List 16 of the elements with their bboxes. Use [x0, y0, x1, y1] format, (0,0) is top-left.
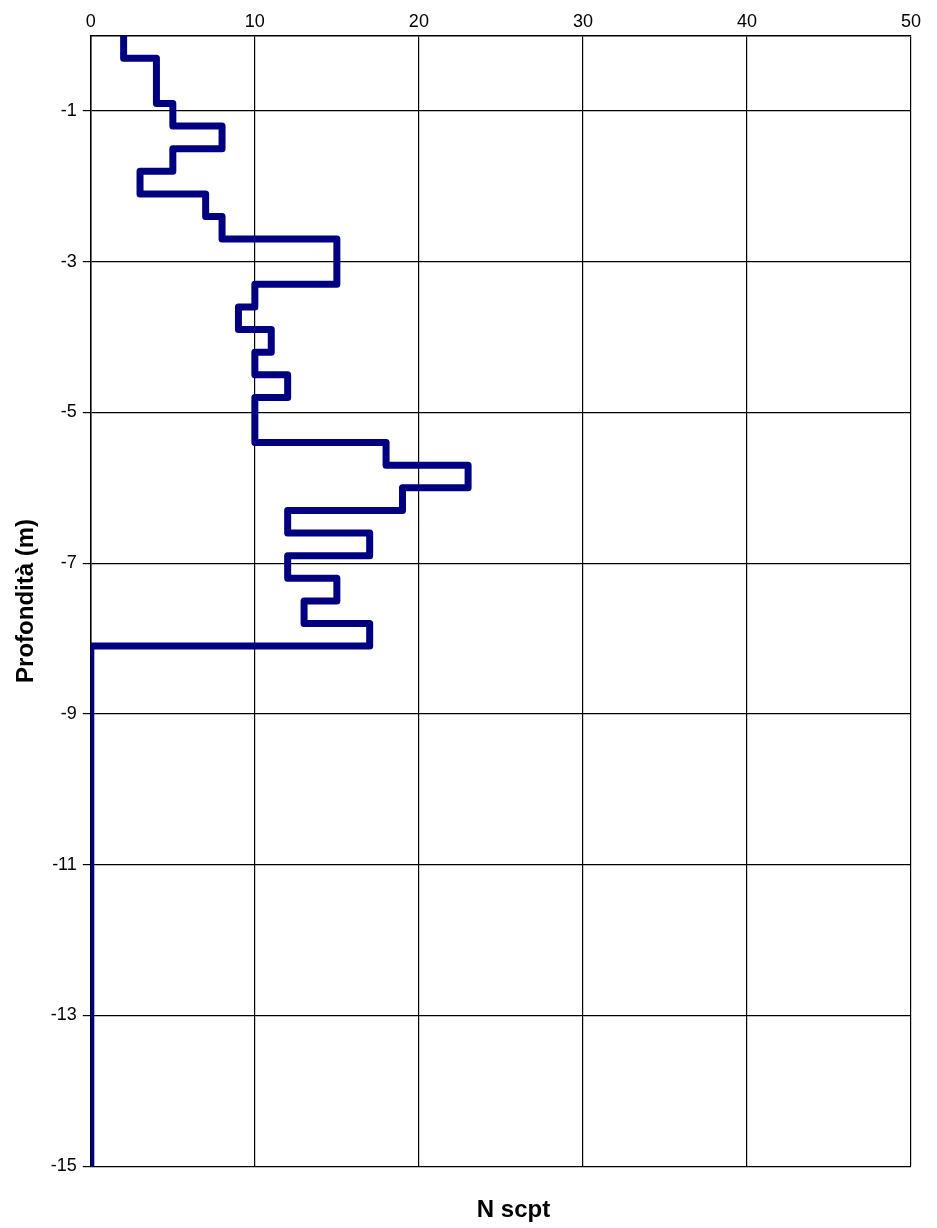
y-tick-label: -1: [60, 99, 77, 120]
y-axis-title: Profondità (m): [11, 518, 39, 683]
y-tick-label: -3: [60, 250, 77, 271]
x-tick-label: 50: [900, 10, 922, 31]
y-tick-label: -5: [60, 401, 77, 422]
y-tick-label: -7: [60, 552, 77, 573]
x-tick-label: 40: [736, 10, 757, 31]
x-tick-label: 10: [244, 10, 265, 31]
y-tick-label: -13: [50, 1004, 77, 1025]
x-axis-title: N scpt: [475, 1195, 552, 1223]
y-tick-label: -9: [60, 702, 77, 723]
y-tick-label: -11: [52, 853, 77, 874]
x-tick-label: 0: [85, 10, 96, 31]
y-tick-label: -15: [50, 1155, 77, 1176]
x-tick-label: 30: [572, 10, 593, 31]
x-tick-label: 20: [408, 10, 429, 31]
